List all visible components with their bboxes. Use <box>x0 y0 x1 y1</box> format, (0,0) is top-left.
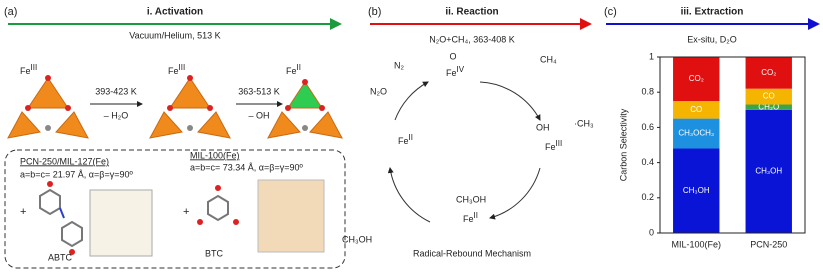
plus: + <box>20 206 26 218</box>
x-tick-label: MIL-100(Fe) <box>671 239 721 249</box>
y-tick-label: 0.2 <box>641 192 654 202</box>
linker: ABTC <box>48 252 73 262</box>
fe-label: FeIII <box>168 63 185 76</box>
condition: N₂O+CH₄, 363-408 K <box>429 34 514 44</box>
y-tick-label: 0.6 <box>641 122 654 132</box>
molecule: CH₄ <box>540 54 557 64</box>
bar-segment <box>745 57 792 89</box>
fe-label: FeIII <box>20 63 37 76</box>
y-tick-label: 0.8 <box>641 87 654 97</box>
panel-b: (b) ii. Reaction N₂O+CH₄, 363-408 K O Fe… <box>342 6 594 258</box>
molecule: N₂ <box>394 60 404 70</box>
atom: O <box>449 51 456 61</box>
x-tick-label: PCN-250 <box>750 239 787 249</box>
segment-label: CH₃OH <box>755 167 782 176</box>
bar-segment <box>745 104 792 110</box>
bar-segment <box>745 109 792 233</box>
mof-name: PCN-250/MIL-127(Fe) <box>20 156 109 166</box>
fe-label: FeII <box>463 211 478 224</box>
loss: – OH <box>248 110 269 120</box>
arrow <box>394 81 429 121</box>
bar-segment <box>673 148 720 233</box>
panel-label: (a) <box>4 6 17 18</box>
segment-label: CH₃OCH₃ <box>678 129 714 138</box>
y-axis-label: Carbon Selectivity <box>618 108 628 181</box>
bar-segment <box>673 118 720 149</box>
y-tick-label: 0.4 <box>641 157 654 167</box>
crystal <box>89 189 153 257</box>
bar-segment <box>673 101 720 119</box>
crystal <box>257 179 325 253</box>
segment-label: CO₂ <box>689 74 704 83</box>
panel-label: (c) <box>604 6 617 18</box>
subtitle: Ex-situ, D₂O <box>687 34 737 44</box>
bar-segment <box>673 57 720 101</box>
y-tick-label: 1 <box>649 51 654 61</box>
fe-label: FeII <box>286 63 301 76</box>
bar-segment <box>745 88 792 105</box>
segment-label: CO <box>763 92 775 101</box>
panel-label: (b) <box>368 6 381 18</box>
segment-label: CH₃OH <box>683 186 710 195</box>
panel-title: ii. Reaction <box>445 7 498 18</box>
molecule: OH <box>536 122 550 132</box>
panel-c: (c) iii. Extraction Ex-situ, D₂O Carbon … <box>604 6 820 249</box>
fe-label: FeIV <box>446 65 465 78</box>
arrow <box>387 167 431 223</box>
lattice: a=b=c= 21.97 Å, α=β=γ=90º <box>20 169 133 179</box>
y-tick-label: 0 <box>649 227 654 237</box>
molecule: CH₃OH <box>342 234 372 244</box>
molecule: ·CH₃ <box>574 118 594 128</box>
molecule <box>39 188 229 248</box>
linker: BTC <box>205 248 224 258</box>
atoms <box>25 75 325 131</box>
molecule: CH₃OH <box>456 194 486 204</box>
loss: – H₂O <box>104 110 129 120</box>
lattice: a=b=c= 73.34 Å, α=β=γ=90º <box>190 162 303 172</box>
plus: + <box>183 206 189 218</box>
segment-label: CO <box>690 105 702 114</box>
fe-label: FeIII <box>545 139 562 152</box>
panel-title: iii. Extraction <box>681 7 744 18</box>
segment-label: CH₂O <box>758 102 779 111</box>
segment-label: CO₂ <box>761 68 776 77</box>
caption: Radical-Rebound Mechanism <box>413 248 531 258</box>
temperature: 363-513 K <box>238 86 280 96</box>
panel-a: (a) i. Activation Vacuum/Helium, 513 K F… <box>4 6 346 269</box>
temperature: 393-423 K <box>95 86 137 96</box>
fe-label: FeII <box>398 133 413 146</box>
plot-frame <box>659 56 806 234</box>
panel-title: i. Activation <box>147 7 203 18</box>
arrow <box>489 167 541 220</box>
molecule: N₂O <box>370 86 387 96</box>
arrow <box>479 81 541 121</box>
condition: Vacuum/Helium, 513 K <box>129 30 220 40</box>
mof-name: MIL-100(Fe) <box>190 150 240 160</box>
cluster <box>7 77 343 139</box>
